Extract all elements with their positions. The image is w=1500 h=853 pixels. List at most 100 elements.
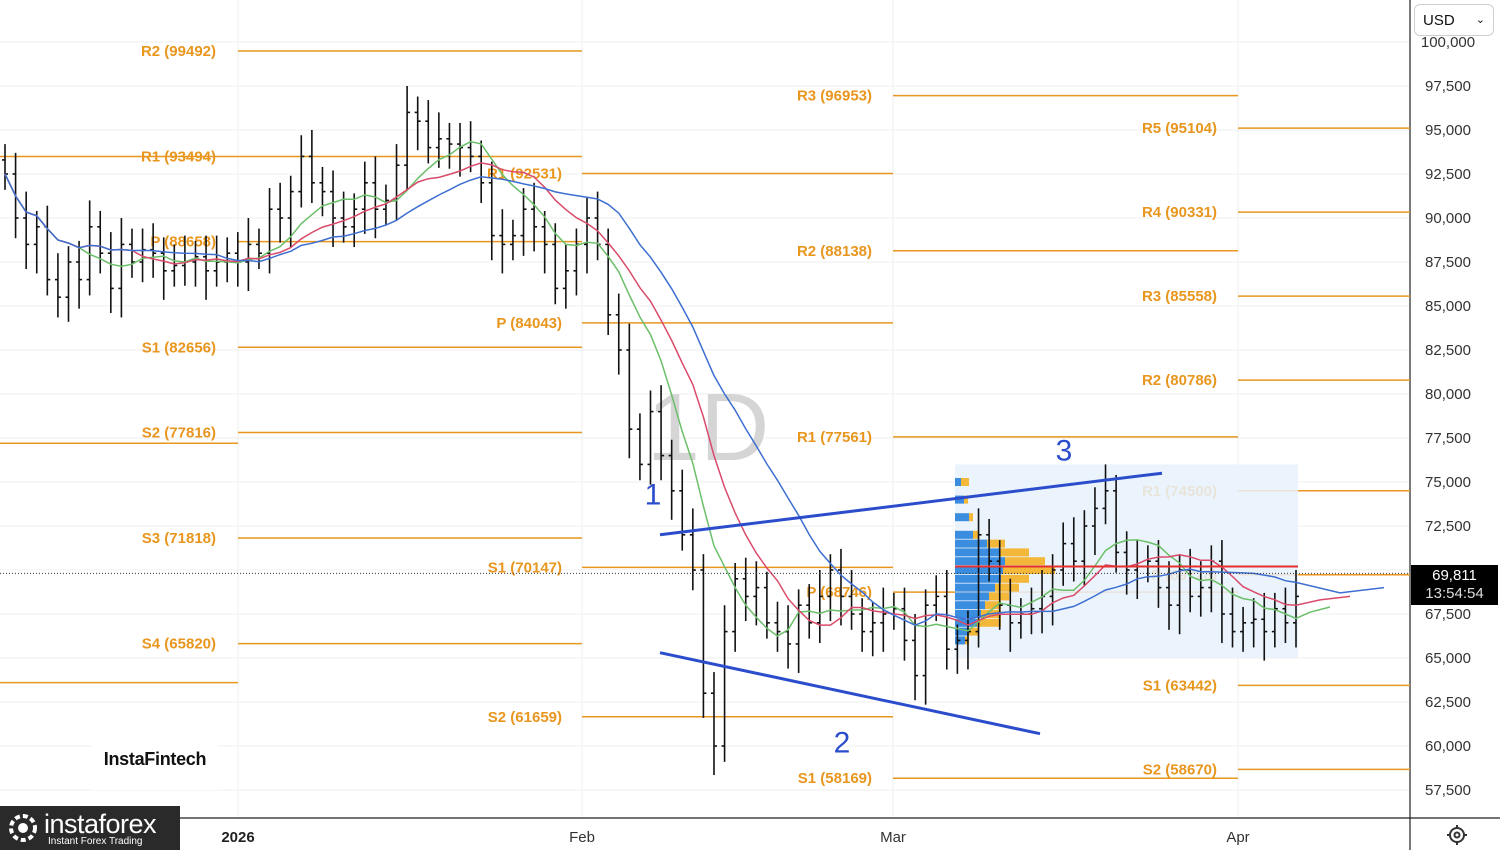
volume-profile-bar-sell — [1001, 574, 1029, 583]
pivot-level-label: S1 (63442) — [1143, 677, 1217, 694]
ohlc-bar — [880, 587, 887, 652]
ohlc-bar — [1250, 598, 1257, 648]
ohlc-bar — [1091, 487, 1098, 556]
instafintech-text: InstaFintech — [103, 748, 207, 769]
ohlc-bar — [23, 191, 30, 270]
ohlc-bar — [245, 218, 252, 292]
ohlc-bar — [1166, 561, 1173, 630]
ohlc-bar — [330, 170, 337, 248]
volume-profile-bar-buy — [955, 592, 989, 601]
ohlc-bar — [986, 518, 993, 582]
ohlc-bar — [308, 130, 315, 204]
ohlc-bar — [636, 413, 643, 481]
volume-profile-bar-buy — [955, 478, 961, 486]
ohlc-bar — [203, 235, 210, 300]
ohlc-bar — [837, 548, 844, 626]
candle-countdown: 13:54:54 — [1425, 585, 1484, 602]
ohlc-bar — [76, 240, 83, 309]
price-tick-label: 90,000 — [1425, 210, 1471, 227]
wave-label: 2 — [834, 726, 851, 759]
ohlc-bar — [319, 166, 326, 217]
price-tick-label: 60,000 — [1425, 738, 1471, 755]
ohlc-bar — [1261, 592, 1268, 661]
ohlc-bar — [478, 140, 485, 204]
ohlc-bar — [1240, 606, 1247, 652]
price-tick-label: 57,500 — [1425, 782, 1471, 799]
ohlc-bar — [668, 439, 675, 520]
currency-selector[interactable]: USD ⌄ — [1414, 4, 1494, 36]
ohlc-bar — [351, 193, 358, 248]
pivot-level-label: S2 (58670) — [1143, 761, 1217, 778]
volume-profile-bar-buy — [955, 495, 964, 504]
pivot-level-label: S2 (77816) — [142, 424, 216, 441]
volume-profile-bar-buy — [955, 539, 987, 548]
price-tick-label: 95,000 — [1425, 122, 1471, 139]
ohlc-bar — [795, 589, 802, 673]
volume-profile-bar-buy — [955, 601, 985, 610]
price-tick-label: 80,000 — [1425, 386, 1471, 403]
pivot-level-label: S2 (61659) — [488, 709, 562, 726]
ohlc-bar — [541, 210, 548, 274]
volume-profile-bar-sell — [969, 513, 973, 522]
ohlc-bar — [1070, 517, 1077, 582]
ohlc-bar — [1282, 587, 1289, 644]
ohlc-bar — [742, 557, 749, 622]
instaforex-name: instaforex — [44, 809, 157, 839]
timeframe-watermark: 1D — [647, 374, 770, 481]
plot-area — [0, 0, 1410, 818]
ohlc-bar — [943, 570, 950, 670]
volume-profile-bar-sell — [973, 530, 979, 539]
ohlc-bar — [414, 96, 421, 151]
instafintech-logo: InstaFintech — [92, 728, 218, 790]
ohlc-bar — [382, 184, 389, 226]
pivot-level-label: S1 (70147) — [488, 559, 562, 576]
ohlc-bar — [1271, 592, 1278, 648]
price-tick-label: 82,500 — [1425, 342, 1471, 359]
ohlc-bar — [964, 610, 971, 670]
wave-label: 3 — [1056, 434, 1073, 467]
pivot-level-label: R2 (99492) — [141, 43, 216, 60]
ohlc-bar — [1229, 587, 1236, 648]
ohlc-bar — [287, 175, 294, 248]
pivot-level-label: R4 (90331) — [1142, 204, 1217, 221]
pivot-level-label: P (88658) — [150, 234, 216, 251]
price-tick-label: 77,500 — [1425, 430, 1471, 447]
ohlc-bar — [520, 188, 527, 256]
ohlc-bar — [467, 121, 474, 173]
ohlc-bar — [753, 561, 760, 626]
price-tick-label: 62,500 — [1425, 694, 1471, 711]
ohlc-bar — [160, 237, 167, 300]
wave-label: 1 — [645, 478, 662, 511]
upper-trend-line — [659, 471, 1163, 537]
ohlc-bar — [192, 240, 199, 287]
price-tick-label: 67,500 — [1425, 606, 1471, 623]
date-tick-label: 2026 — [221, 829, 254, 846]
ohlc-bar — [848, 570, 855, 630]
moving-average-mid — [4, 162, 1351, 626]
price-tick-label: 65,000 — [1425, 650, 1471, 667]
ohlc-bar — [499, 209, 506, 274]
ohlc-bar — [710, 672, 717, 776]
pivot-level-label: P (84043) — [496, 315, 562, 332]
ohlc-bar — [1081, 510, 1088, 586]
ohlc-bar — [531, 182, 538, 252]
ohlc-bar — [1113, 474, 1120, 573]
pivot-level-label: S3 (71818) — [142, 530, 216, 547]
volume-profile-bar-sell — [961, 478, 969, 486]
volume-profile-bar-sell — [1003, 566, 1055, 574]
volume-profile-bar-sell — [999, 548, 1029, 557]
ohlc-bar — [54, 253, 61, 318]
settings-icon[interactable] — [1444, 822, 1470, 848]
pivot-level-label: R5 (95104) — [1142, 120, 1217, 137]
price-tick-label: 72,500 — [1425, 518, 1471, 535]
price-tick-label: 87,500 — [1425, 254, 1471, 271]
ohlc-bar — [1155, 540, 1162, 608]
ohlc-bar — [340, 191, 347, 243]
ohlc-bar — [975, 508, 982, 648]
ohlc-bar — [361, 161, 368, 234]
volume-profile-bar-sell — [969, 627, 979, 636]
ohlc-bar — [700, 554, 707, 718]
volume-profile-bar-sell — [995, 583, 1019, 592]
ohlc-bar — [615, 293, 622, 375]
